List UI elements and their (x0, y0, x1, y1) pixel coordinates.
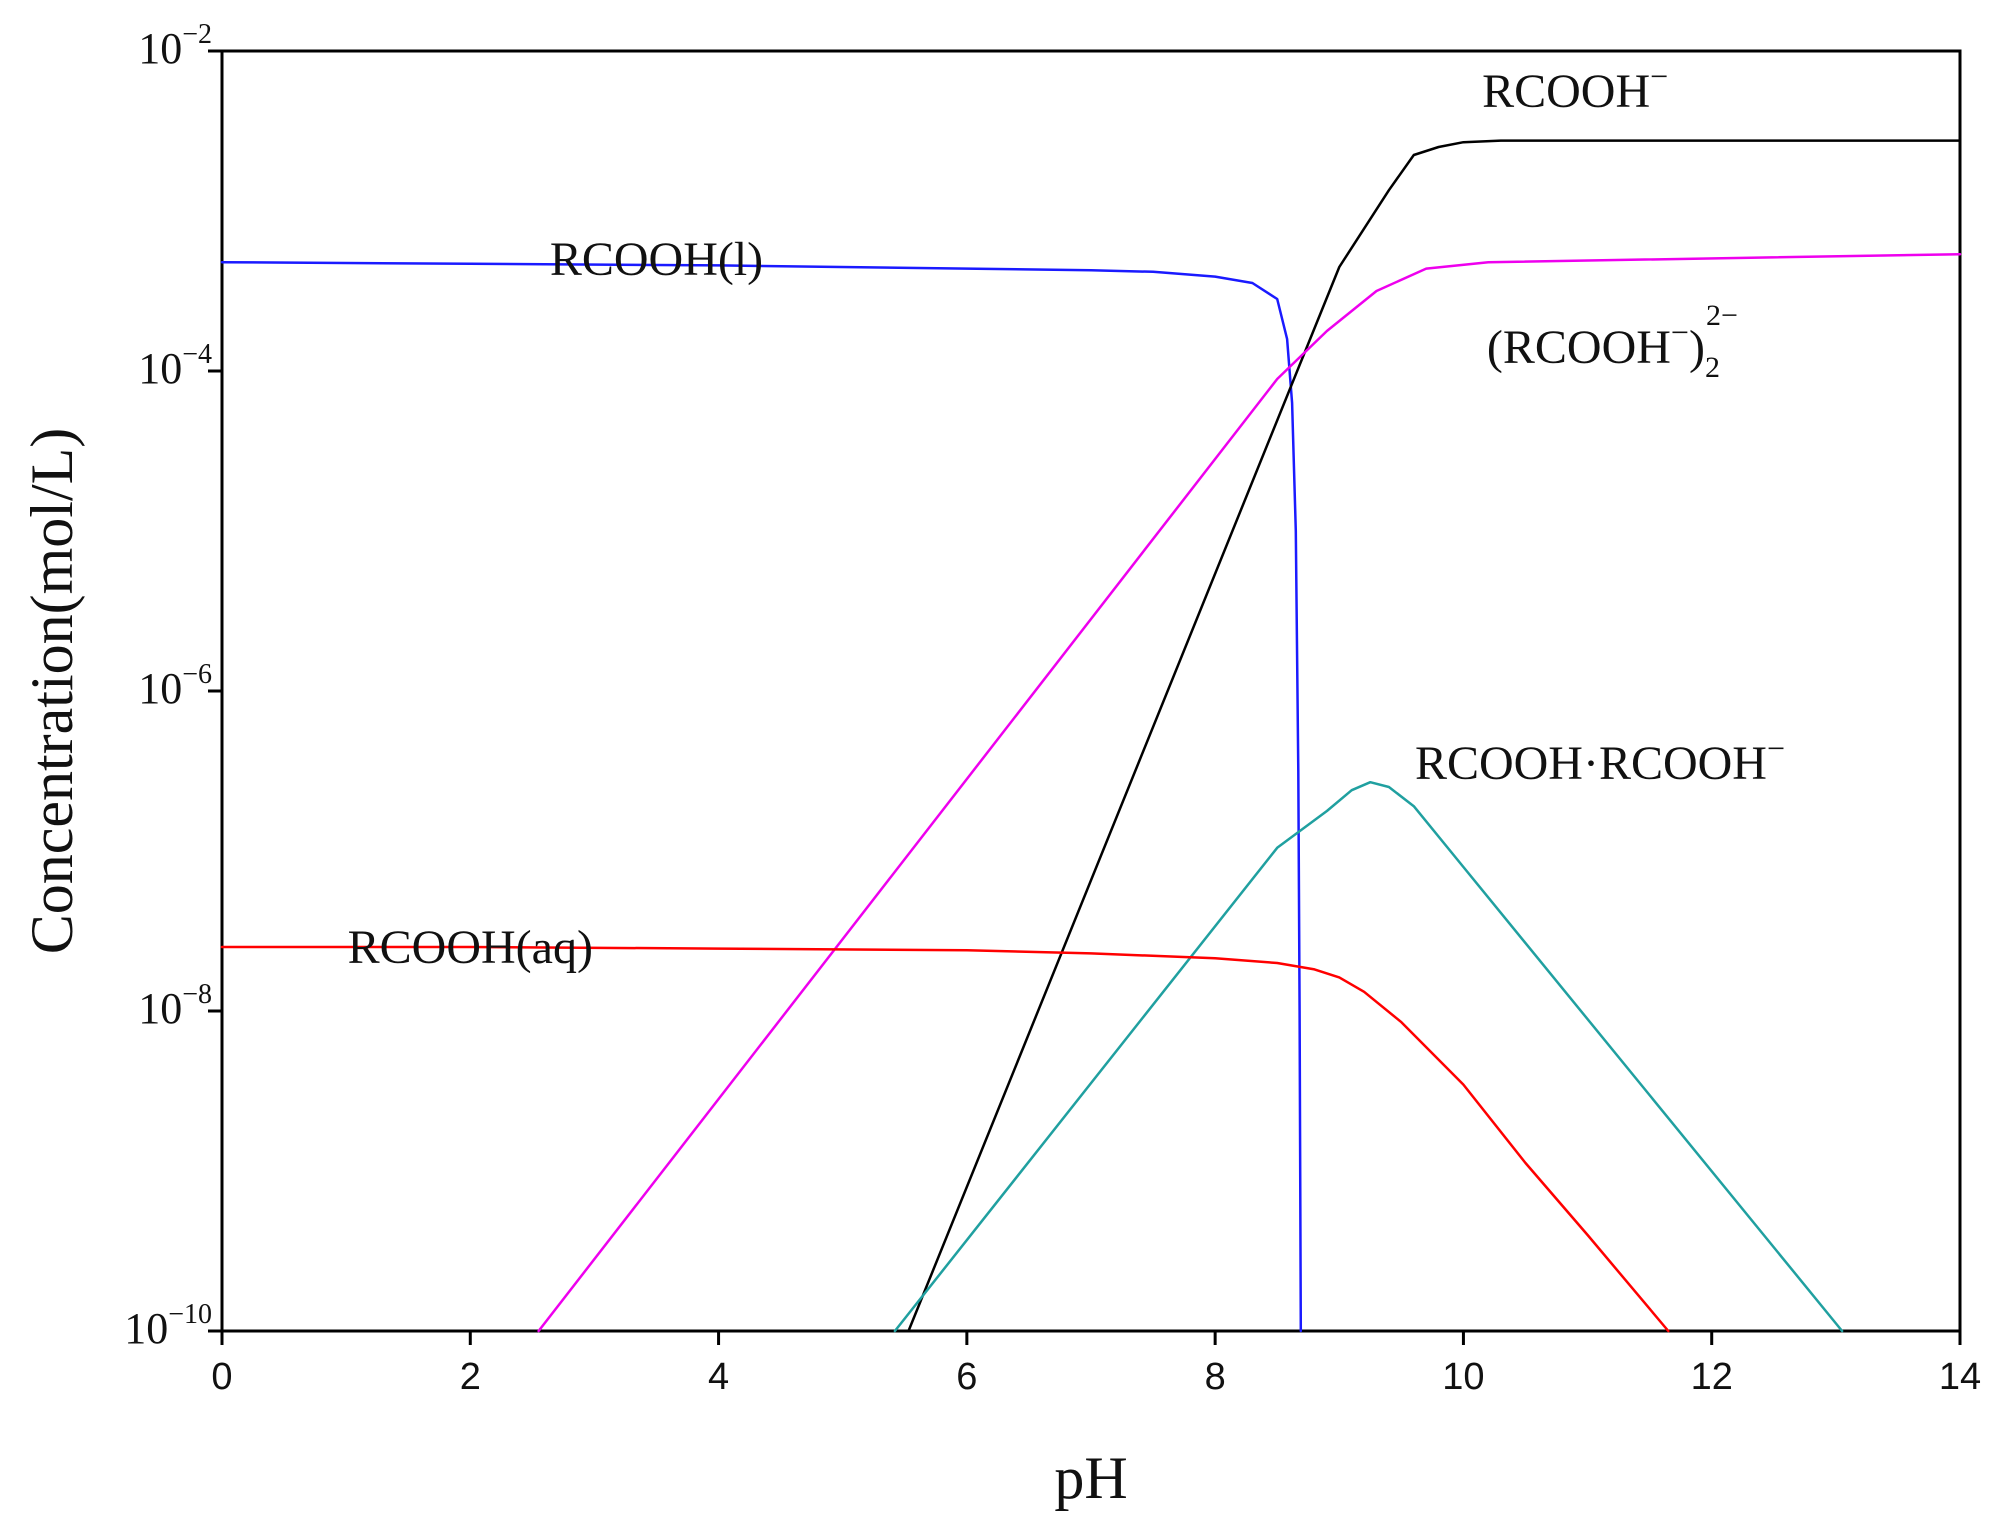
series-line-3 (893, 780, 1844, 1333)
series-label: RCOOH− (1482, 58, 1668, 118)
y-tick-label: 10−2 (138, 19, 212, 73)
x-tick-label: 12 (1691, 1356, 1733, 1398)
y-tick-label: 10−4 (138, 339, 212, 393)
x-tick-label: 4 (708, 1356, 729, 1398)
series-label: RCOOH(l) (550, 233, 763, 286)
y-axis-ticks: 10−2 10−4 10−6 10−8 10−10 (124, 19, 222, 1353)
series-label: (RCOOH−)22− (1487, 299, 1738, 384)
x-axis-ticks: 0 2 4 6 8 10 12 14 (211, 1331, 1981, 1398)
x-tick-label: 8 (1205, 1356, 1226, 1398)
x-tick-label: 10 (1442, 1356, 1484, 1398)
series-lines (220, 139, 1962, 1333)
y-tick-label: 10−6 (138, 659, 212, 713)
x-tick-label: 0 (211, 1356, 232, 1398)
series-labels: RCOOH(l) RCOOH− (RCOOH−)22− RCOOH·RCOOH− RCO… (348, 58, 1785, 974)
plot-frame (220, 49, 1962, 1333)
series-line-4 (220, 945, 1670, 1333)
series-line-0 (220, 260, 1303, 1333)
series-label: RCOOH·RCOOH− (1415, 730, 1785, 790)
x-tick-label: 14 (1939, 1356, 1981, 1398)
y-tick-label: 10−10 (124, 1299, 212, 1353)
x-axis-title: pH (1054, 1445, 1127, 1511)
series-label: RCOOH(aq) (348, 921, 593, 974)
series-line-1 (907, 139, 1962, 1333)
x-tick-label: 2 (460, 1356, 481, 1398)
y-axis-title: Concentration(mol/L) (19, 428, 85, 955)
series-line-2 (537, 252, 1962, 1333)
y-tick-label: 10−8 (138, 979, 212, 1033)
x-tick-label: 6 (956, 1356, 977, 1398)
